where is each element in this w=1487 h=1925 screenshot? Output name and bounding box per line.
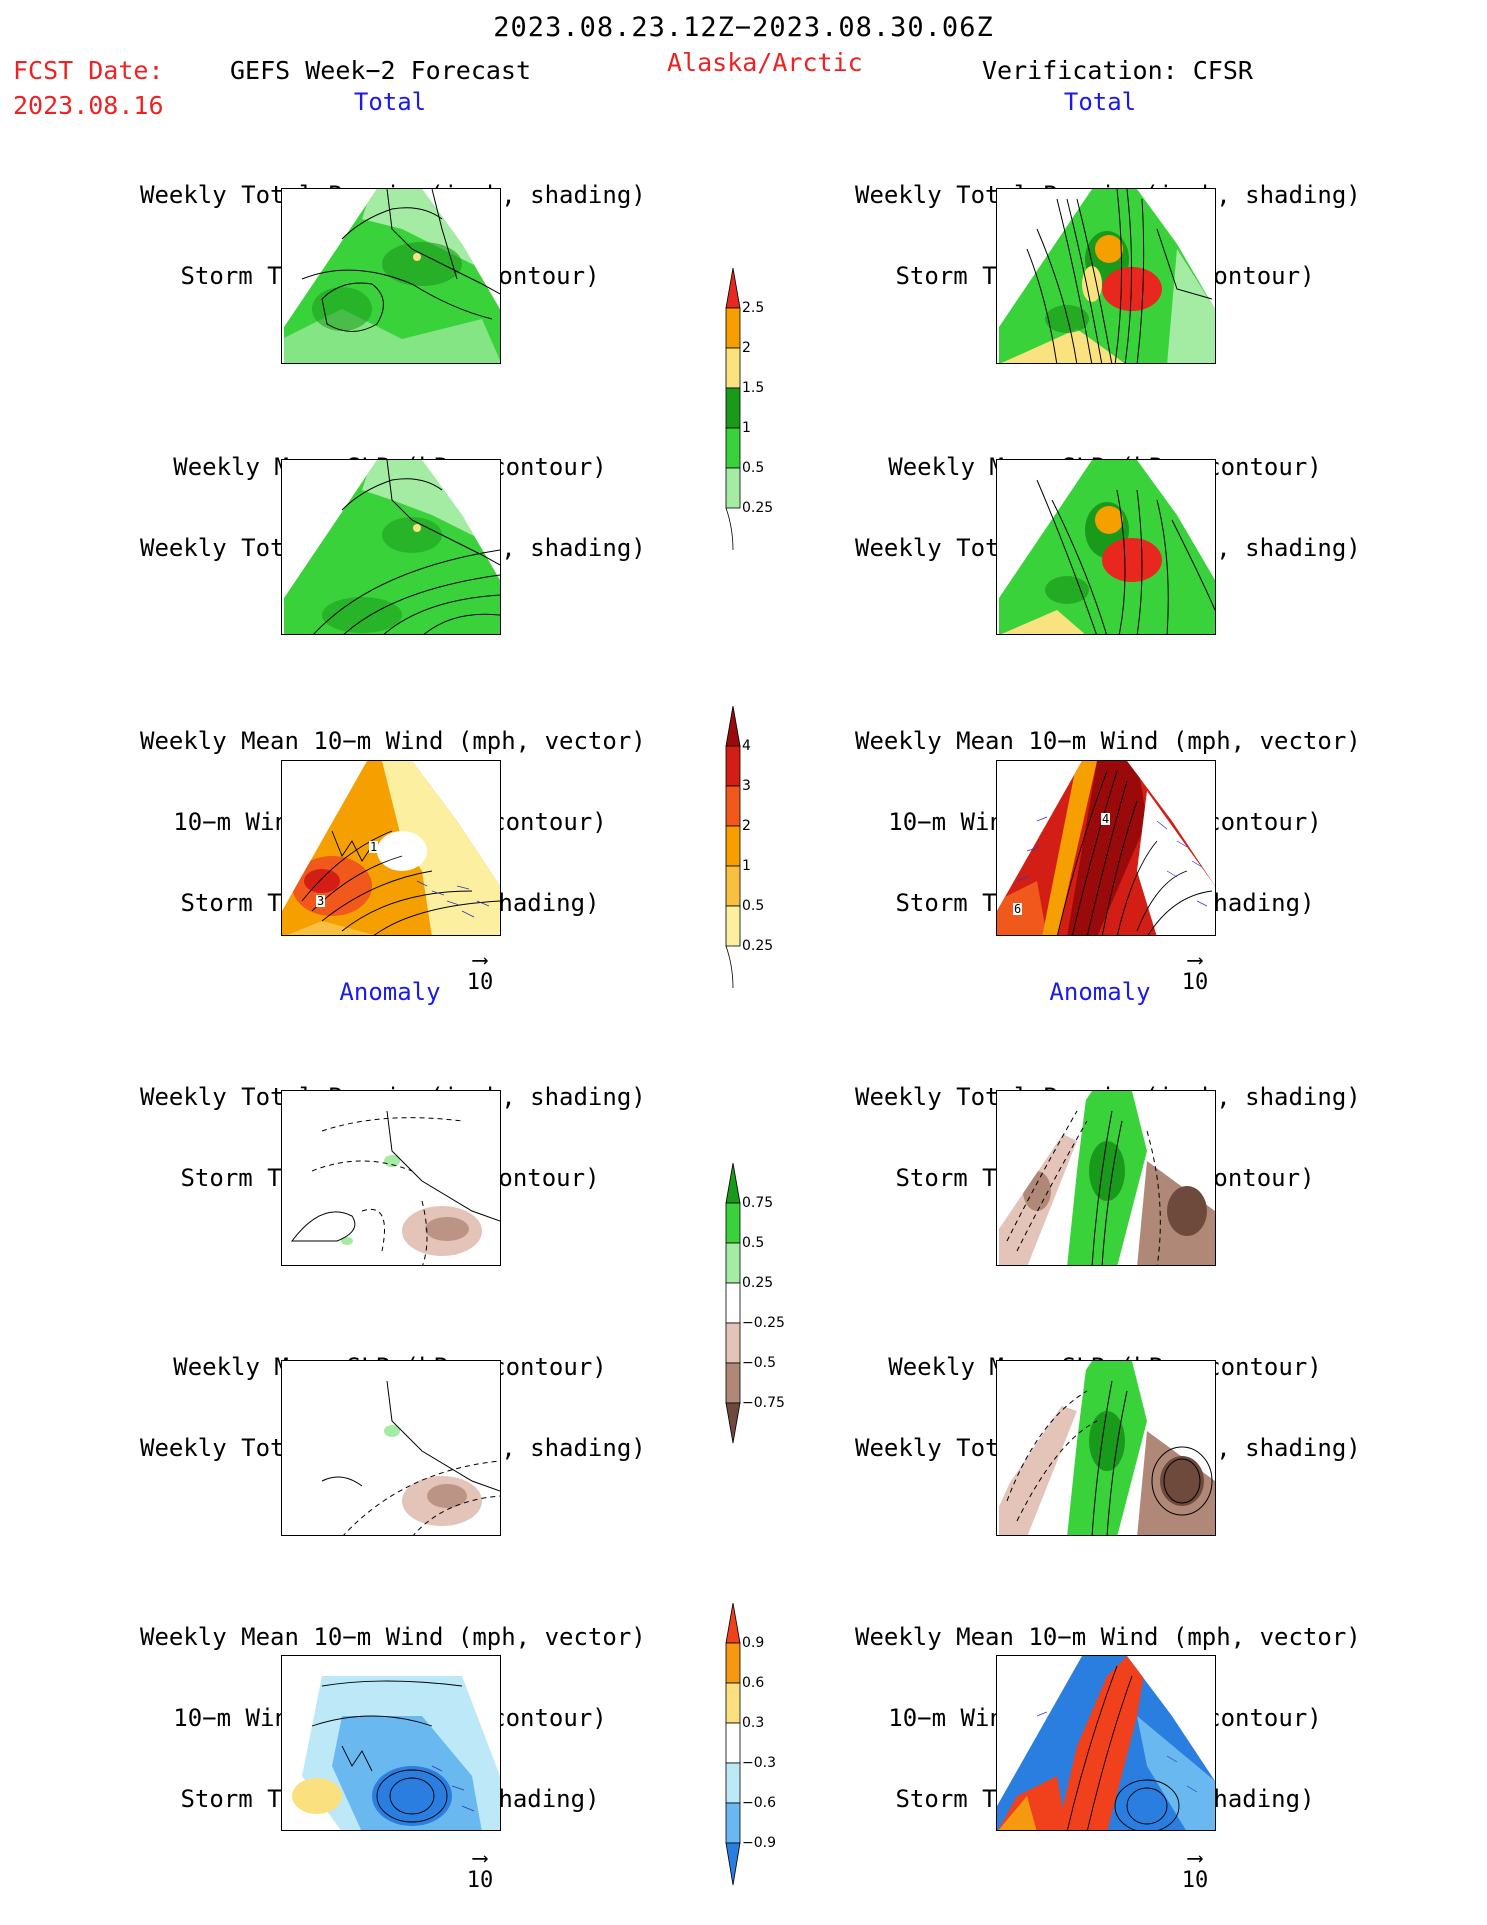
panel-title-line: Weekly Mean 10−m Wind (mph, vector) (140, 1623, 646, 1651)
colorbar-label: 0.25 (742, 1275, 774, 1291)
colorbar-storm-anom: 0.9 0.6 0.3 −0.3 −0.6 −0.9 (720, 1602, 780, 1893)
map-graphic (997, 761, 1215, 935)
map-fcst-slp-anom (281, 1360, 501, 1536)
panel-title-line: Weekly Mean 10−m Wind (mph, vector) (140, 727, 646, 755)
map-obs-precip-anom (996, 1090, 1216, 1266)
map-obs-wind-total: 4 6 (996, 760, 1216, 936)
colorbar-precip-total: 2.5 2 1.5 1 0.5 0.25 (720, 267, 773, 558)
panel-title-line: Weekly Mean 10−m Wind (mph, vector) (855, 727, 1361, 755)
vector-ref-label: 10 (1181, 970, 1209, 995)
colorbar-label: −0.6 (742, 1795, 776, 1811)
arrow-icon: ⟶ (473, 948, 487, 973)
map-graphic (284, 189, 500, 363)
contour-label: 6 (1013, 902, 1023, 916)
colorbar-label: −0.75 (742, 1395, 785, 1411)
colorbar-label: −0.25 (742, 1315, 785, 1331)
region-label: Alaska/Arctic (667, 48, 863, 77)
colorbar-graphic (725, 705, 741, 989)
arrow-icon: ⟶ (1188, 948, 1202, 973)
colorbar-label: 2 (742, 340, 751, 356)
vector-ref-label: 10 (466, 1868, 494, 1893)
vector-ref-obs-total: ⟶ 10 (1165, 948, 1225, 996)
arrow-icon: ⟶ (1188, 1846, 1202, 1871)
colorbar-label: 4 (742, 738, 751, 754)
colorbar-label: 2.5 (742, 300, 765, 316)
section-anomaly-left: Anomaly (339, 978, 441, 1006)
fcst-date-value: 2023.08.16 (13, 91, 164, 120)
colorbar-label: −0.3 (742, 1755, 776, 1771)
map-graphic (999, 189, 1215, 363)
arrow-icon: ⟶ (473, 1846, 487, 1871)
model-label: GEFS Week−2 Forecast (230, 56, 532, 85)
map-obs-wind-anom (996, 1655, 1216, 1831)
colorbar-label: 0.6 (742, 1675, 765, 1691)
section-anomaly-right: Anomaly (1049, 978, 1151, 1006)
colorbar-label: 1 (742, 858, 751, 874)
map-fcst-precip-total (281, 188, 501, 364)
map-fcst-precip-anom (281, 1090, 501, 1266)
map-graphic (282, 1656, 500, 1830)
colorbar-label: −0.5 (742, 1355, 776, 1371)
colorbar-precip-anom: 0.75 0.5 0.25 −0.25 −0.5 −0.75 (720, 1162, 785, 1453)
verification-label: Verification: CFSR (982, 56, 1253, 85)
map-fcst-wind-total: 3 1 (281, 760, 501, 936)
map-graphic (282, 1361, 500, 1535)
vector-ref-fcst-total: ⟶ 10 (450, 948, 510, 996)
fcst-date-label: FCST Date: (13, 56, 164, 85)
colorbar-label: 0.3 (742, 1715, 765, 1731)
colorbar-graphic (725, 1162, 741, 1444)
map-graphic (282, 1091, 500, 1265)
colorbar-label: 0.9 (742, 1635, 765, 1651)
plot-title: 2023.08.23.12Z−2023.08.30.06Z (493, 12, 994, 43)
colorbar-label: −0.9 (742, 1835, 776, 1851)
colorbar-graphic (725, 1602, 741, 1886)
map-obs-slp-anom (996, 1360, 1216, 1536)
colorbar-label: 0.5 (742, 898, 765, 914)
panel-title-line: Weekly Mean 10−m Wind (mph, vector) (855, 1623, 1361, 1651)
vector-ref-label: 10 (466, 970, 494, 995)
colorbar-label: 0.75 (742, 1195, 774, 1211)
section-total-left: Total (353, 88, 427, 116)
map-graphic (997, 1656, 1215, 1830)
map-graphic (284, 460, 500, 634)
map-fcst-wind-anom (281, 1655, 501, 1831)
map-graphic (282, 761, 500, 935)
vector-ref-fcst-anom: ⟶ 10 (450, 1846, 510, 1894)
map-obs-precip-total (996, 188, 1216, 364)
colorbar-label: 0.5 (742, 460, 765, 476)
map-obs-slp-total (996, 459, 1216, 635)
map-graphic (999, 1361, 1215, 1535)
map-graphic (999, 1091, 1215, 1265)
colorbar-label: 1.5 (742, 380, 765, 396)
colorbar-label: 0.25 (742, 938, 774, 954)
colorbar-storm-total: 4 3 2 1 0.5 0.25 (720, 705, 773, 996)
contour-label: 3 (316, 894, 326, 908)
vector-ref-label: 10 (1181, 1868, 1209, 1893)
map-fcst-slp-total (281, 459, 501, 635)
contour-label: 1 (369, 840, 379, 854)
colorbar-label: 0.25 (742, 500, 774, 516)
contour-label: 4 (1101, 812, 1111, 826)
colorbar-graphic (725, 267, 741, 551)
colorbar-label: 0.5 (742, 1235, 765, 1251)
colorbar-label: 2 (742, 818, 751, 834)
colorbar-label: 1 (742, 420, 751, 436)
colorbar-label: 3 (742, 778, 751, 794)
vector-ref-obs-anom: ⟶ 10 (1165, 1846, 1225, 1894)
map-graphic (999, 460, 1215, 634)
section-total-right: Total (1063, 88, 1137, 116)
